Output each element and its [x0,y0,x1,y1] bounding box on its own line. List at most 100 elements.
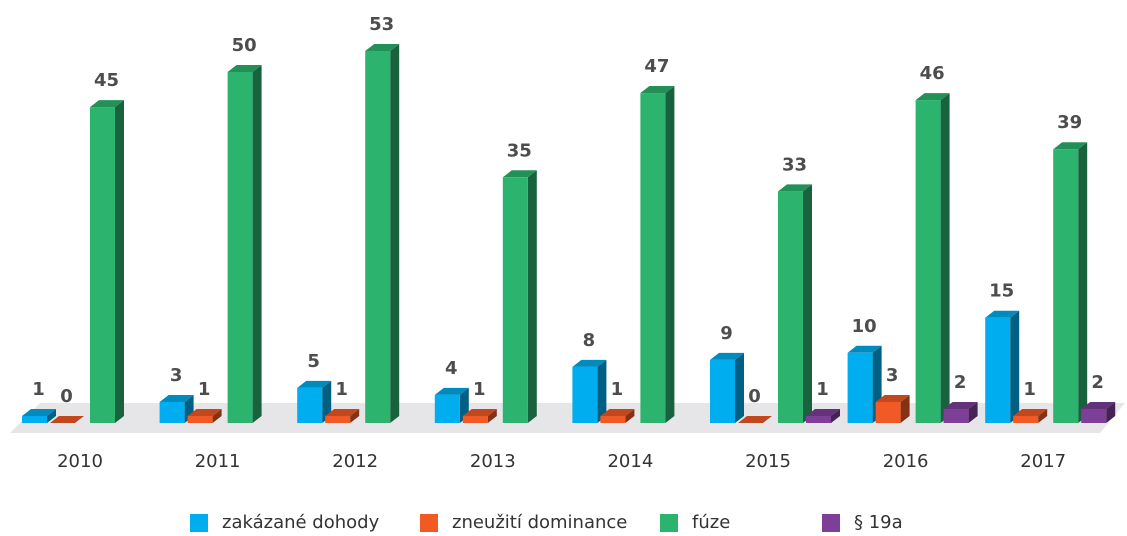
bar-top [1013,408,1048,416]
bar-top [915,93,950,101]
bar-side [803,184,812,423]
bar-front [985,317,1011,423]
data-label: 1 [335,379,348,400]
bar-front [325,415,351,423]
bar-front [1081,408,1107,423]
bar [847,345,882,423]
bar-side [322,380,332,423]
bar-front [572,366,598,423]
data-label: 35 [507,140,532,161]
bar-top [325,408,360,416]
bar-side [968,401,978,423]
bar-side [597,359,607,423]
bar [778,184,812,423]
bar-top [187,408,222,416]
x-tick-label: 2016 [883,451,929,472]
bar-side [212,408,222,423]
legend-swatch [822,514,840,532]
bar-side [665,86,675,423]
bar [572,359,607,423]
bar-top [297,380,332,388]
bar-front [187,415,213,423]
bar [90,100,124,423]
data-label: 0 [748,386,761,407]
bar-top [600,408,635,416]
bar-side [1078,142,1088,423]
bar-top [365,43,400,51]
data-label: 1 [473,379,486,400]
bar-side [831,408,840,423]
bar-front [875,401,901,423]
bar-front [502,177,528,423]
bar [502,170,537,423]
data-label: 45 [94,70,119,91]
bar-side [1106,401,1116,423]
bar-side [940,93,950,423]
bar-front [915,100,941,423]
bar-side [1010,310,1020,423]
bar [1053,142,1088,423]
bar-front [365,50,391,423]
data-label: 5 [307,351,320,372]
bar [875,394,910,423]
legend-swatch [660,514,678,532]
bar [806,408,840,423]
bar-front [297,387,323,423]
data-label: 0 [60,386,73,407]
data-label: 1 [816,379,829,400]
bar-top [227,65,262,72]
bar-front [462,415,488,423]
legend-swatch [190,514,208,532]
bar-top [502,170,537,178]
bar-side [735,352,744,423]
bar-top [22,408,56,416]
bar-front [22,415,47,423]
data-label: 3 [886,365,899,386]
legend-label: fúze [692,512,730,533]
data-label: 15 [989,281,1014,302]
bar-side [625,408,635,423]
bar-side [1038,408,1048,423]
bar-front [434,394,460,423]
bar-front [640,93,666,423]
bar-side [527,170,537,423]
bar [50,416,84,423]
bar-side [487,408,497,423]
bar [985,310,1020,423]
bar-side [252,65,262,423]
bar-top [1053,142,1088,150]
bar-top [875,394,910,402]
x-tick-label: 2012 [332,451,378,472]
bar-top [572,359,607,367]
bar [462,408,497,423]
bar [600,408,635,423]
bar-side [47,408,56,423]
bar [1081,401,1116,423]
data-label: 1 [611,379,624,400]
bar [159,394,194,423]
data-label: 3 [170,365,183,386]
data-label: 47 [644,56,669,77]
bar-top [640,86,675,94]
bar-front [847,352,873,423]
bar-top [710,352,744,360]
bar-front [1053,149,1079,423]
bar-top [943,401,978,409]
bar [22,408,56,423]
bar-side [350,408,360,423]
bar-front [227,72,253,423]
bar-front [778,191,803,423]
floor [10,403,1125,433]
bar-front [943,408,969,423]
bar [943,401,978,423]
bar [915,93,950,423]
bar-front [600,415,626,423]
x-tick-label: 2015 [745,451,791,472]
bar-front [1013,415,1039,423]
bar-top [1081,401,1116,409]
data-label: 50 [232,35,257,56]
bar-front [90,107,115,423]
x-tick-label: 2014 [607,451,653,472]
bar-top [738,416,772,423]
x-tick-label: 2017 [1020,451,1066,472]
